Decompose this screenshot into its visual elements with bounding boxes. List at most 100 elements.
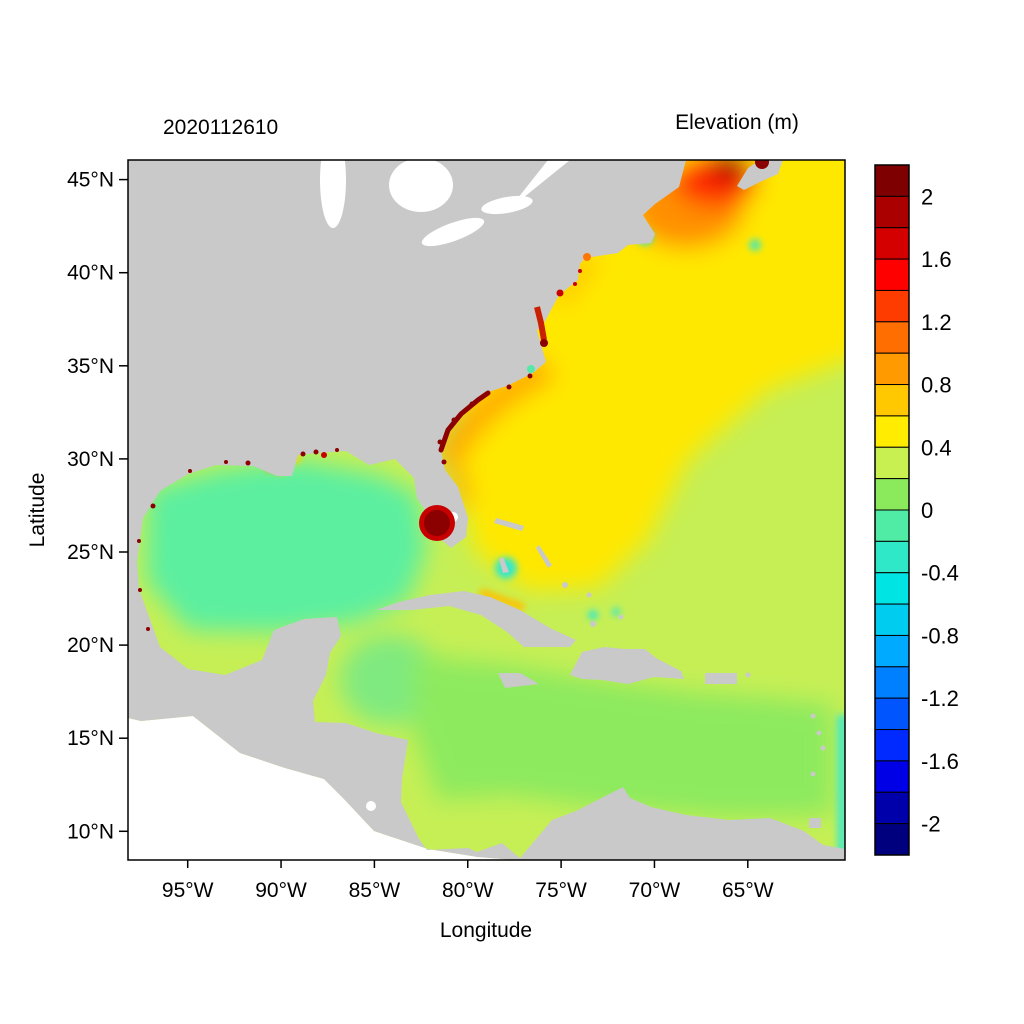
colorbar: 2 1.6 1.2 0.8 0.4 0 -0.4 -0.8 -1.2 -1.6 -2 xyxy=(874,164,959,856)
x-tick-label: 85°W xyxy=(349,879,401,902)
y-tick-label: 45°N xyxy=(67,169,114,192)
colorbar-block xyxy=(874,195,910,229)
land-puerto-rico xyxy=(705,673,737,684)
colorbar-block xyxy=(874,509,910,542)
colorbar-tick-label: 0 xyxy=(921,498,933,523)
coastal-speck xyxy=(573,282,577,286)
colorbar-outline xyxy=(874,164,910,856)
coastal-speck xyxy=(188,469,192,473)
colorbar-block xyxy=(874,478,910,511)
colorbar-block xyxy=(874,572,910,605)
colorbar-block xyxy=(874,352,910,386)
coastal-speck xyxy=(146,627,150,631)
land-trinidad xyxy=(809,818,821,828)
y-axis-title: Latitude xyxy=(26,473,49,548)
colorbar-tick-label: 1.6 xyxy=(921,247,952,272)
land-hispaniola xyxy=(570,647,684,684)
colorbar-tick-label: 1.2 xyxy=(921,310,952,335)
colorbar-block xyxy=(874,227,910,260)
coastal-speck xyxy=(300,451,306,457)
pamlico-sound-teal xyxy=(527,365,535,373)
y-tick-label: 40°N xyxy=(67,262,114,285)
colorbar-block xyxy=(874,729,910,762)
mobile-bay-red xyxy=(321,452,327,458)
fundy-top-edge-dark-red xyxy=(755,160,769,169)
colorbar-tick-label: -2 xyxy=(921,812,941,837)
nova-scotia-shelf-teal xyxy=(749,239,761,251)
coastal-speck xyxy=(137,539,141,543)
chesapeake-mouth-dark-red xyxy=(540,339,548,347)
timestamp-title: 2020112610 xyxy=(163,116,278,139)
coastal-speck xyxy=(469,401,475,407)
delaware-bay-red xyxy=(556,289,564,297)
x-axis: 95°W 90°W 85°W 80°W 75°W 70°W 65°W xyxy=(162,860,774,902)
new-york-bight-orange xyxy=(583,253,591,261)
plot-border xyxy=(127,159,846,861)
x-tick-label: 90°W xyxy=(255,879,307,902)
land-nova-scotia xyxy=(737,160,783,190)
coastal-speck xyxy=(313,449,319,455)
x-tick-label: 75°W xyxy=(535,879,587,902)
lake-erie xyxy=(421,217,485,247)
georgia-carolina-coastal-strip xyxy=(438,390,491,453)
colorbar-block xyxy=(874,384,910,417)
coastal-speck xyxy=(441,459,447,465)
colorbar-tick-label: 2 xyxy=(921,184,933,209)
y-tick-label: 35°N xyxy=(67,355,114,378)
region-gulf-stream-band xyxy=(434,356,556,467)
colorbar-block xyxy=(874,289,910,323)
lake-nicaragua xyxy=(366,801,376,811)
land-bahamas xyxy=(494,518,624,627)
map-plot-area xyxy=(127,159,846,861)
colorbar-tick-label: -0.8 xyxy=(921,623,959,648)
colorbar-block xyxy=(874,634,910,668)
region-caribbean xyxy=(413,655,833,817)
sw-florida-surge-core xyxy=(424,510,450,536)
chesapeake-bay-red xyxy=(534,306,547,341)
land-masses xyxy=(128,160,845,860)
x-tick-label: 95°W xyxy=(162,879,214,902)
ocean-smooth-regions xyxy=(146,160,845,817)
lake-huron xyxy=(389,160,453,212)
x-tick-label: 80°W xyxy=(442,879,494,902)
colorbar-block xyxy=(874,791,910,825)
colorbar-tick-label: -1.2 xyxy=(921,686,959,711)
old-bahama-channel-orange xyxy=(478,588,526,612)
x-tick-label: 70°W xyxy=(629,879,681,902)
land-cuba xyxy=(376,591,576,647)
land-north-central-south-america xyxy=(128,160,845,860)
colorbar-block xyxy=(874,603,910,636)
no-data-pacific xyxy=(128,716,516,860)
y-tick-label: 20°N xyxy=(67,634,114,657)
colorbar-block xyxy=(874,321,910,354)
y-tick-label: 15°N xyxy=(67,727,114,750)
colorbar-block xyxy=(874,258,910,291)
colorbar-block xyxy=(874,666,910,699)
x-axis-title: Longitude xyxy=(440,919,532,942)
colorbar-tick-label: 0.4 xyxy=(921,435,952,460)
colorbar-block xyxy=(874,540,910,574)
colorbar-block xyxy=(874,164,910,197)
colorbar-title: Elevation (m) xyxy=(675,111,799,134)
colorbar-block xyxy=(874,446,910,480)
y-axis: 45°N 40°N 35°N 30°N 25°N 20°N 15°N 10°N xyxy=(67,169,128,843)
coastal-speck xyxy=(527,373,533,379)
x-tick-label: 65°W xyxy=(722,879,774,902)
y-tick-label: 25°N xyxy=(67,541,114,564)
coastal-speck xyxy=(437,439,443,445)
region-bay-of-fundy-core xyxy=(713,160,747,181)
se-bahamas-turquoise-2 xyxy=(612,608,620,616)
colorbar-block xyxy=(874,415,910,448)
y-tick-label: 10°N xyxy=(67,820,114,843)
region-gulf-of-mexico xyxy=(146,460,426,632)
land-lesser-antilles xyxy=(745,672,826,777)
coastal-speck xyxy=(150,503,156,509)
coastal-surge-features xyxy=(137,160,769,631)
coastal-speck xyxy=(506,384,512,390)
land-jamaica xyxy=(498,673,539,688)
coastal-speck xyxy=(224,460,228,464)
coastal-speck xyxy=(138,588,142,592)
colorbar-tick-label: -1.6 xyxy=(921,749,959,774)
lake-michigan xyxy=(320,160,346,228)
